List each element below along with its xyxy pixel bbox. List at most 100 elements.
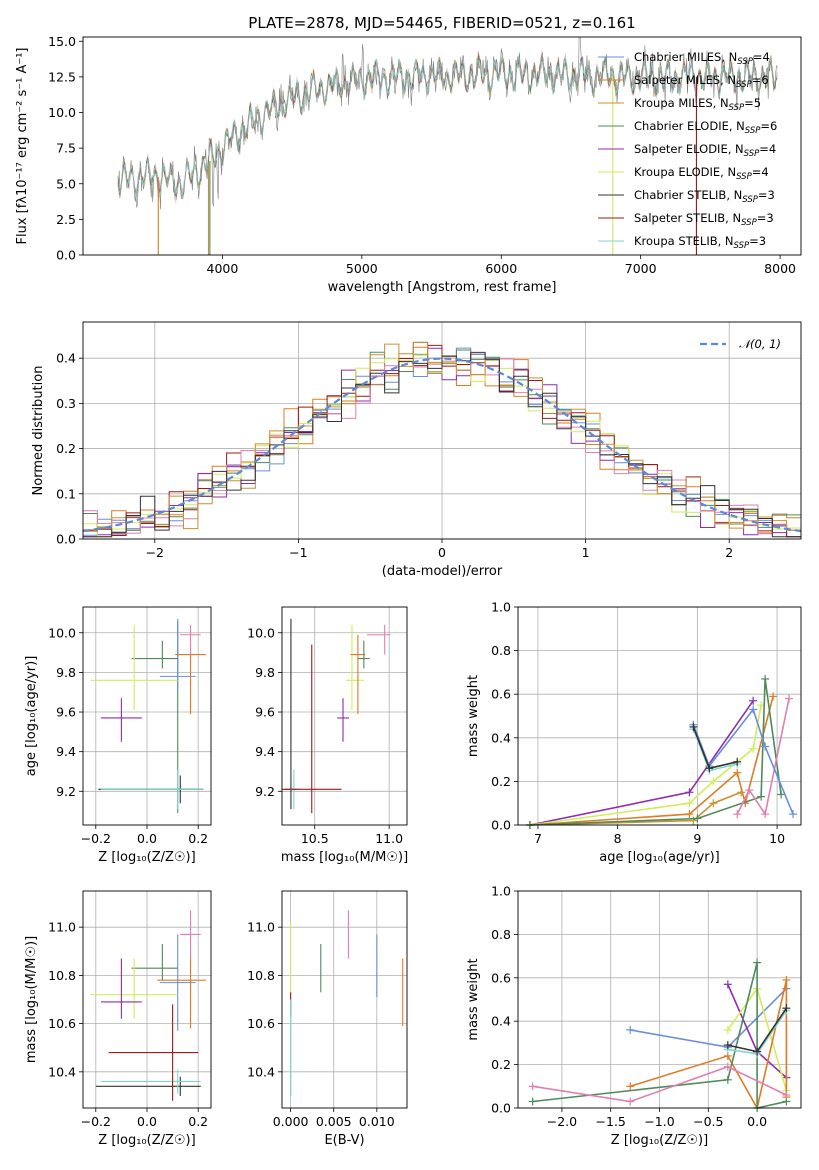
plus-marker (782, 975, 791, 984)
panel-age-vs-Z: −0.2 0.0 0.2 9.2 9.4 9.6 9.8 10.0 Z [log₁₀(Z/Z☉)… (24, 606, 212, 865)
plus-marker (528, 1097, 537, 1106)
legend-subscript: SSP (741, 218, 757, 228)
legend-value: =6 (760, 119, 777, 133)
y-tick-label: 0.4 (491, 1014, 511, 1029)
x-tick-label: −0.5 (693, 1114, 723, 1129)
model-spectrum-kroupa-stelib (117, 54, 778, 198)
y-tick-label: 9.6 (255, 705, 275, 720)
plot-area (525, 674, 798, 829)
x-tick-label: 0.2 (188, 831, 208, 846)
y-tick-label: 10.6 (48, 1016, 76, 1031)
legend-label: Salpeter STELIB, NSSP=3 (634, 211, 774, 228)
plus-marker (782, 1004, 791, 1013)
x-tick-label: 9 (693, 831, 701, 846)
histogram-chabrier-stelib (83, 352, 801, 538)
y-axis-label: Flux [fλ10⁻¹⁷ erg cm⁻² s⁻¹ A⁻¹] (15, 48, 30, 245)
x-tick-label: −0.2 (81, 1114, 111, 1129)
weight-line (692, 728, 738, 772)
data-point (131, 944, 178, 981)
plus-marker (737, 788, 746, 797)
y-tick-label: 0.3 (56, 396, 76, 411)
data-point (357, 640, 370, 669)
data-point (100, 1069, 201, 1094)
y-axis-label: age [log₁₀(age/yr)] (24, 656, 39, 777)
panel-mass-weight-vs-Z: −2.0 −1.5 −1.0 −0.5 0.0 0.0 0.2 0.4 0.6 0.8 1.0 Z [… (466, 884, 802, 1148)
x-tick-label: 0.2 (188, 1114, 208, 1129)
y-tick-label: 0.0 (491, 1101, 511, 1116)
y-tick-label: 10.8 (247, 968, 275, 983)
x-tick-label: 5000 (346, 261, 378, 276)
legend-text: Salpeter STELIB, N (634, 211, 741, 225)
data-point (337, 698, 349, 742)
x-tick-label: 1 (582, 545, 590, 560)
legend-label: Salpeter ELODIE, NSSP=4 (634, 142, 776, 159)
y-tick-label: 0.0 (56, 532, 76, 547)
y-tick-label: 12.5 (48, 69, 76, 84)
legend-label: 𝒩(0, 1) (739, 337, 781, 351)
x-tick-label: 10.5 (301, 831, 329, 846)
plus-marker (723, 980, 732, 989)
y-tick-label: 0.2 (56, 441, 76, 456)
grid (83, 607, 211, 825)
y-tick-label: 10.0 (48, 625, 76, 640)
error-bars (90, 618, 206, 814)
x-tick-label: 8000 (764, 261, 796, 276)
x-axis-label: E(B-V) (324, 1133, 364, 1148)
x-tick-label: 4000 (207, 261, 239, 276)
y-tick-label: 9.2 (56, 784, 76, 799)
plus-marker (761, 742, 770, 751)
legend-subscript: SSP (742, 195, 758, 205)
x-tick-label: 10 (769, 831, 785, 846)
axes-frame (82, 321, 802, 540)
y-axis-label: mass [log₁₀(M/M☉)] (24, 936, 39, 1063)
plus-marker (626, 1097, 635, 1106)
plus-marker (689, 722, 698, 731)
plus-marker (685, 810, 694, 819)
legend-subscript: SSP (736, 172, 752, 182)
y-tick-label: 15.0 (48, 34, 76, 49)
plus-marker (782, 1090, 791, 1099)
axes-frame (517, 606, 802, 826)
panel-spectrum: 4000 5000 6000 7000 8000 0.0 2.5 5.0 7.5 10.0 12.5… (15, 34, 802, 295)
plus-marker (723, 1025, 732, 1034)
error-bars (282, 618, 391, 814)
figure-title: PLATE=2878, MJD=54465, FIBERID=0521, z=0… (248, 14, 635, 32)
y-tick-label: 0.0 (491, 818, 511, 833)
plus-marker (626, 1025, 635, 1034)
y-tick-label: 5.0 (56, 176, 76, 191)
y-tick-label: 10.4 (48, 1064, 76, 1079)
legend-subscript: SSP (734, 241, 750, 251)
model-spectrum-salpeter-miles (117, 56, 778, 197)
data-point (90, 624, 178, 711)
legend-label: Salpeter MILES, NSSP=6 (634, 73, 769, 90)
legend-value: =5 (744, 96, 761, 110)
plus-marker (757, 792, 766, 801)
data-point (345, 624, 364, 711)
legend-value: =6 (752, 73, 769, 87)
plus-marker (769, 692, 778, 701)
weight-series (525, 674, 798, 829)
grid (282, 891, 407, 1108)
y-tick-label: 0.2 (491, 1057, 511, 1072)
y-tick-label: 9.6 (56, 705, 76, 720)
legend-text: Kroupa ELODIE, N (634, 165, 736, 179)
data-point (159, 934, 196, 1031)
legend-label: Chabrier MILES, NSSP=4 (634, 50, 770, 67)
x-tick-label: −1 (289, 545, 307, 560)
data-point (284, 618, 297, 810)
y-tick-label: 1.0 (491, 600, 511, 615)
weight-line (529, 700, 754, 826)
y-axis-label: mass weight (466, 958, 481, 1040)
y-tick-label: 0.6 (491, 970, 511, 985)
y-tick-label: 0.6 (491, 687, 511, 702)
x-tick-label: −2.0 (547, 1114, 577, 1129)
plus-marker (709, 777, 718, 786)
y-tick-label: 0.2 (491, 774, 511, 789)
x-tick-label: 8 (614, 831, 622, 846)
axes-frame (82, 606, 212, 826)
plus-marker (709, 799, 718, 808)
axes-frame (82, 36, 802, 256)
x-tick-label: 11.0 (375, 831, 403, 846)
data-point (180, 910, 201, 959)
